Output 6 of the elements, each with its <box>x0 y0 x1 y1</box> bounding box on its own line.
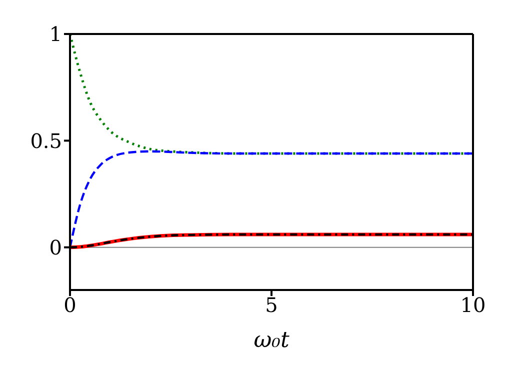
x-tick-label: 10 <box>460 293 486 318</box>
y-tick-label: 0.5 <box>30 128 62 153</box>
x-axis-title: ω₀t <box>254 328 290 353</box>
y-tick-label: 1 <box>49 22 62 46</box>
y-tick-label: 0 <box>49 235 62 260</box>
x-tick-label: 5 <box>265 293 278 318</box>
